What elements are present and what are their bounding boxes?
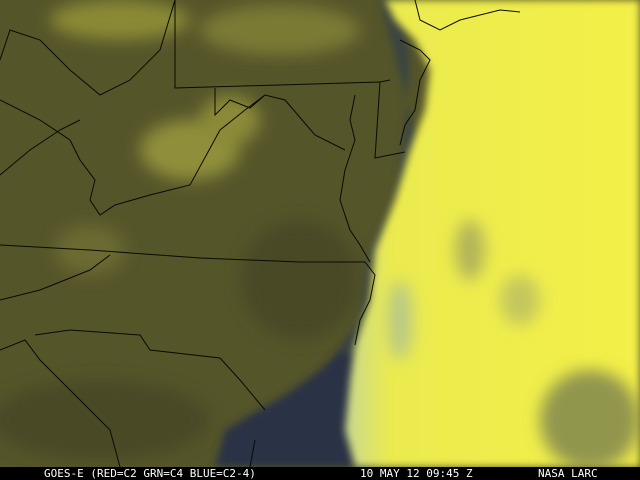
land-haze	[0, 0, 360, 460]
datetime-label: 10 MAY 12 09:45 Z	[360, 467, 473, 480]
cloud-band	[345, 0, 640, 467]
satellite-label: GOES-E (RED=C2 GRN=C4 BLUE=C2-4)	[44, 467, 256, 480]
ocean	[215, 330, 370, 467]
state-borders	[0, 0, 521, 467]
cloud-shadows	[388, 220, 640, 467]
credit-label: NASA LARC	[538, 467, 598, 480]
caption-bar: GOES-E (RED=C2 GRN=C4 BLUE=C2-4) 10 MAY …	[0, 467, 640, 480]
satellite-map	[0, 0, 640, 467]
